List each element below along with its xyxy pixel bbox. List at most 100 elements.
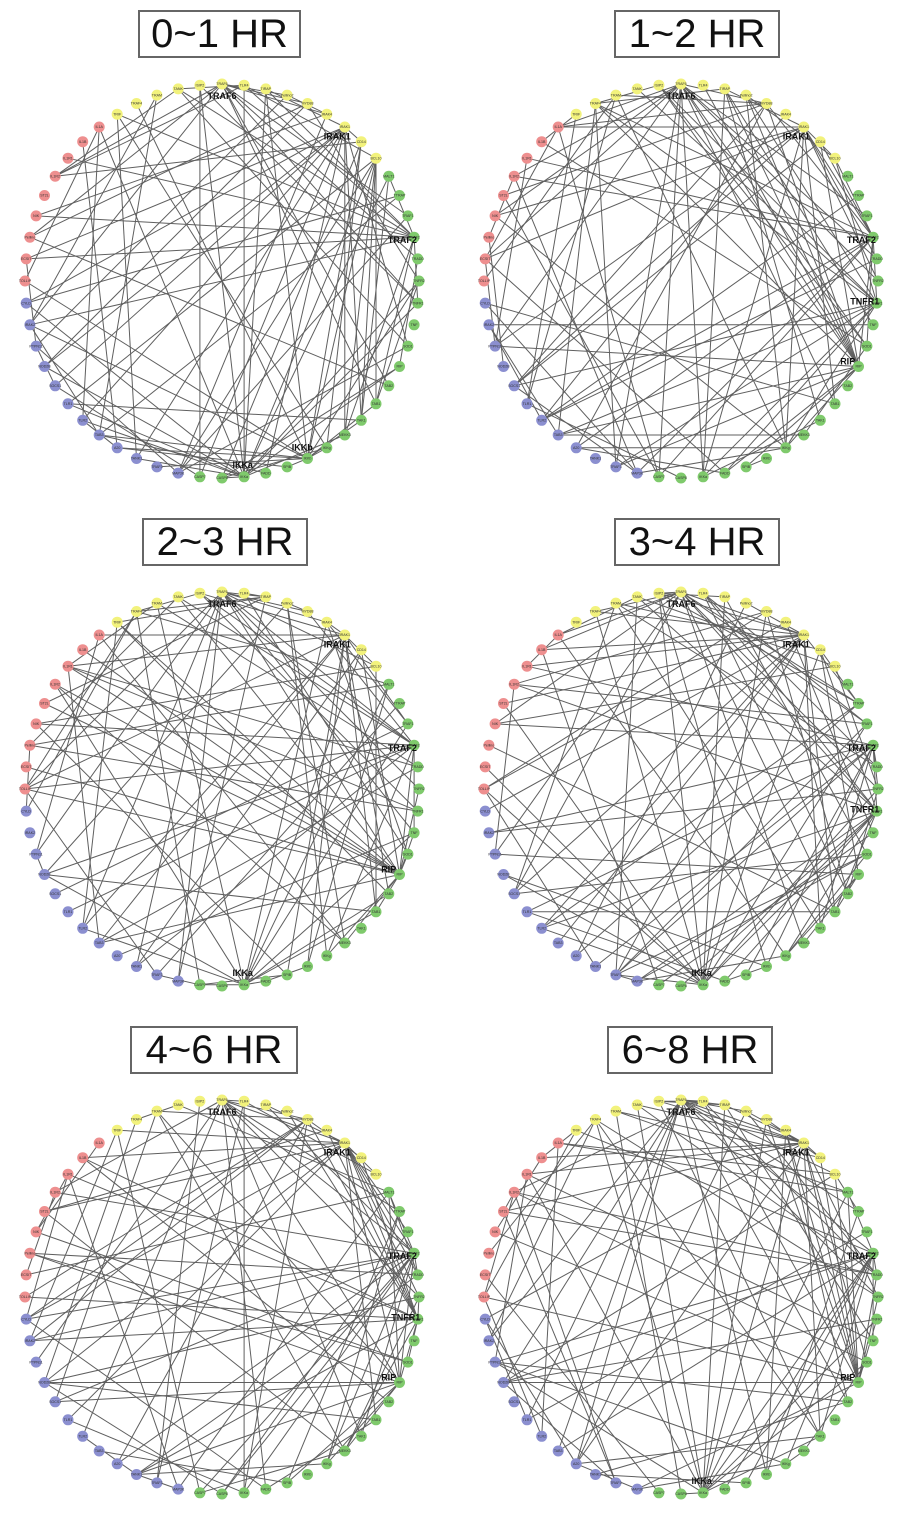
node-ttrap (394, 190, 405, 201)
edge (221, 1099, 400, 1383)
node-tnfr2 (413, 1291, 425, 1303)
edge (785, 1130, 849, 1402)
hub-label-irak1: IRAK1 (783, 131, 810, 141)
edge (243, 893, 390, 986)
node-label: IL1B (538, 648, 546, 652)
edge (67, 1173, 418, 1320)
node-label: SOD1 (403, 344, 413, 348)
node-label: IL1R1 (522, 1172, 532, 1176)
node-label: IRAK1 (340, 633, 350, 637)
edge (702, 84, 859, 367)
edge (702, 126, 805, 477)
node-label: PTPN11 (488, 1360, 501, 1364)
node-label: TRAF1 (861, 1230, 872, 1234)
node-socs1 (508, 888, 520, 900)
edge (25, 1318, 267, 1490)
node-label: TIRAP (261, 1103, 272, 1107)
node-casp8 (216, 472, 228, 484)
node-label: TRAF4 (590, 610, 601, 614)
edge (658, 1100, 804, 1144)
node-ikkb (302, 1469, 313, 1480)
node-label: MALT1 (842, 682, 853, 686)
edge (67, 1174, 179, 1490)
node-label: IKKa (699, 983, 707, 987)
edge (576, 1435, 821, 1465)
edge (156, 602, 419, 768)
edge (724, 88, 859, 367)
edge (221, 83, 419, 260)
node-label: ISIP2 (655, 1099, 664, 1103)
panel-title-box: 1~2 HR (614, 10, 780, 58)
edge (26, 195, 400, 304)
node-irak4 (780, 1124, 792, 1136)
edge (488, 744, 836, 913)
edge (54, 683, 245, 986)
edges (24, 83, 420, 479)
edge (136, 592, 201, 612)
edge (557, 634, 787, 957)
panel-title: 0~1 HR (151, 12, 288, 56)
node-tnf (408, 319, 420, 331)
node-label: IL1B (79, 140, 87, 144)
node-traf6 (216, 586, 228, 598)
node-label: MYD88 (761, 102, 773, 106)
edge (26, 236, 415, 260)
edge (595, 103, 874, 238)
edge (724, 302, 878, 474)
node-ptpn11 (30, 848, 42, 860)
node-rip (853, 361, 864, 372)
node-label: FADD (720, 471, 730, 475)
edge (513, 126, 805, 387)
node-label: IL1A (95, 125, 103, 129)
node-label: TRAF1 (402, 1230, 413, 1234)
node-bcl10 (370, 1168, 382, 1180)
node-pellino2 (281, 597, 293, 609)
edge (636, 1382, 859, 1490)
node-label: SOCS1 (508, 384, 520, 388)
node-label: TRAF2 (867, 743, 878, 747)
node-casp7 (194, 471, 206, 483)
node-label: IRAK2 (25, 831, 35, 835)
hub-labels: TRAF6 IRAK1 TRAF2 TNFR1 RIP (667, 91, 880, 366)
edge (526, 403, 682, 479)
node-tram (610, 1105, 622, 1117)
network-panel: 6~8 HR TRAF6 TLR4 TIRAP Pellino2 MYD88 IRAK4 IR… (459, 1016, 918, 1524)
edge (785, 302, 878, 449)
node-cd14 (814, 136, 826, 148)
node-label: MAP3K (631, 979, 644, 983)
node-label: TRIF (113, 1128, 122, 1132)
node-nik (489, 210, 501, 222)
edge (99, 1450, 288, 1484)
edge (221, 591, 400, 875)
node-label: CASP8 (675, 984, 687, 988)
node-tlr1 (521, 1414, 533, 1426)
node-label: NOD2B (38, 873, 51, 877)
edge (24, 126, 100, 282)
node-tnf (408, 827, 420, 839)
node-label: IL1A (95, 633, 103, 637)
node-tlr4 (697, 1095, 709, 1107)
node-tnf (408, 1335, 420, 1347)
edge (177, 596, 415, 746)
node-label: CASP8 (216, 476, 228, 480)
node-st2l (498, 190, 509, 201)
edge (54, 84, 245, 177)
node-tab2 (842, 1396, 854, 1408)
edge (557, 103, 596, 436)
node-sod1 (402, 848, 414, 860)
node-bcl10 (829, 660, 841, 672)
edge (98, 95, 158, 436)
edge (745, 94, 836, 159)
edge (44, 874, 245, 986)
node-il1a (93, 1137, 105, 1149)
node-label: TIRAP (720, 595, 731, 599)
node-label: TLR4 (240, 591, 249, 595)
node-label: A20 (114, 1462, 120, 1466)
node-label: TRAF1 (861, 214, 872, 218)
node-label: ECSIT (480, 1273, 491, 1277)
node-traf1 (861, 1226, 873, 1238)
edge (636, 1104, 878, 1276)
node-tlr2 (77, 414, 89, 426)
node-label: IKKg (323, 1462, 331, 1466)
node-label: FADD (261, 1487, 271, 1491)
